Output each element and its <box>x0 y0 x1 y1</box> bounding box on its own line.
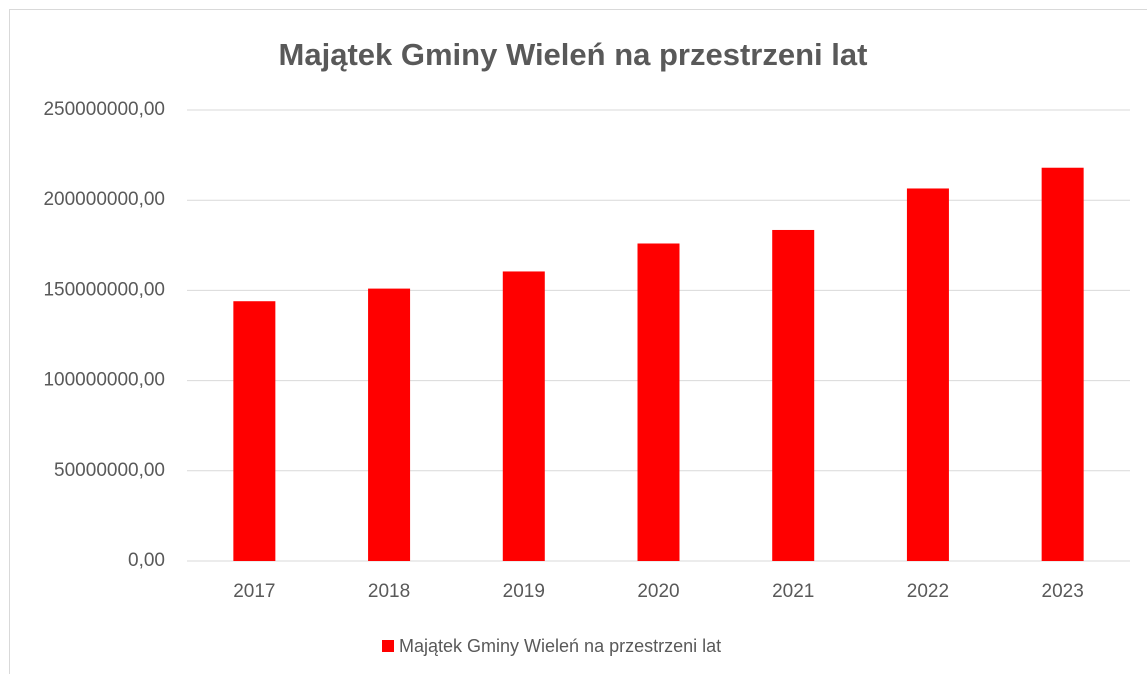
x-tick-label: 2021 <box>772 581 814 602</box>
x-tick-label: 2023 <box>1042 581 1084 602</box>
bar <box>233 301 276 561</box>
y-tick-label: 50000000,00 <box>54 460 165 481</box>
x-tick-label: 2019 <box>503 581 545 602</box>
x-tick-label: 2022 <box>907 581 949 602</box>
legend-label: Majątek Gminy Wieleń na przestrzeni lat <box>399 636 721 656</box>
x-tick-label: 2018 <box>368 581 410 602</box>
y-tick-label: 200000000,00 <box>43 189 165 210</box>
y-tick-label: 150000000,00 <box>43 279 165 300</box>
bar <box>1041 167 1084 561</box>
bar <box>772 229 815 561</box>
y-tick-label: 0,00 <box>128 550 165 571</box>
bar <box>906 188 949 561</box>
y-tick-label: 100000000,00 <box>43 370 165 391</box>
x-tick-label: 2020 <box>637 581 679 602</box>
legend-swatch <box>382 640 394 652</box>
y-tick-label: 250000000,00 <box>43 99 165 120</box>
bar <box>502 271 545 561</box>
chart-title: Majątek Gminy Wieleń na przestrzeni lat <box>279 37 868 72</box>
chart-border <box>9 9 1147 674</box>
x-tick-label: 2017 <box>233 581 275 602</box>
bar <box>637 243 680 561</box>
bar <box>368 288 411 561</box>
